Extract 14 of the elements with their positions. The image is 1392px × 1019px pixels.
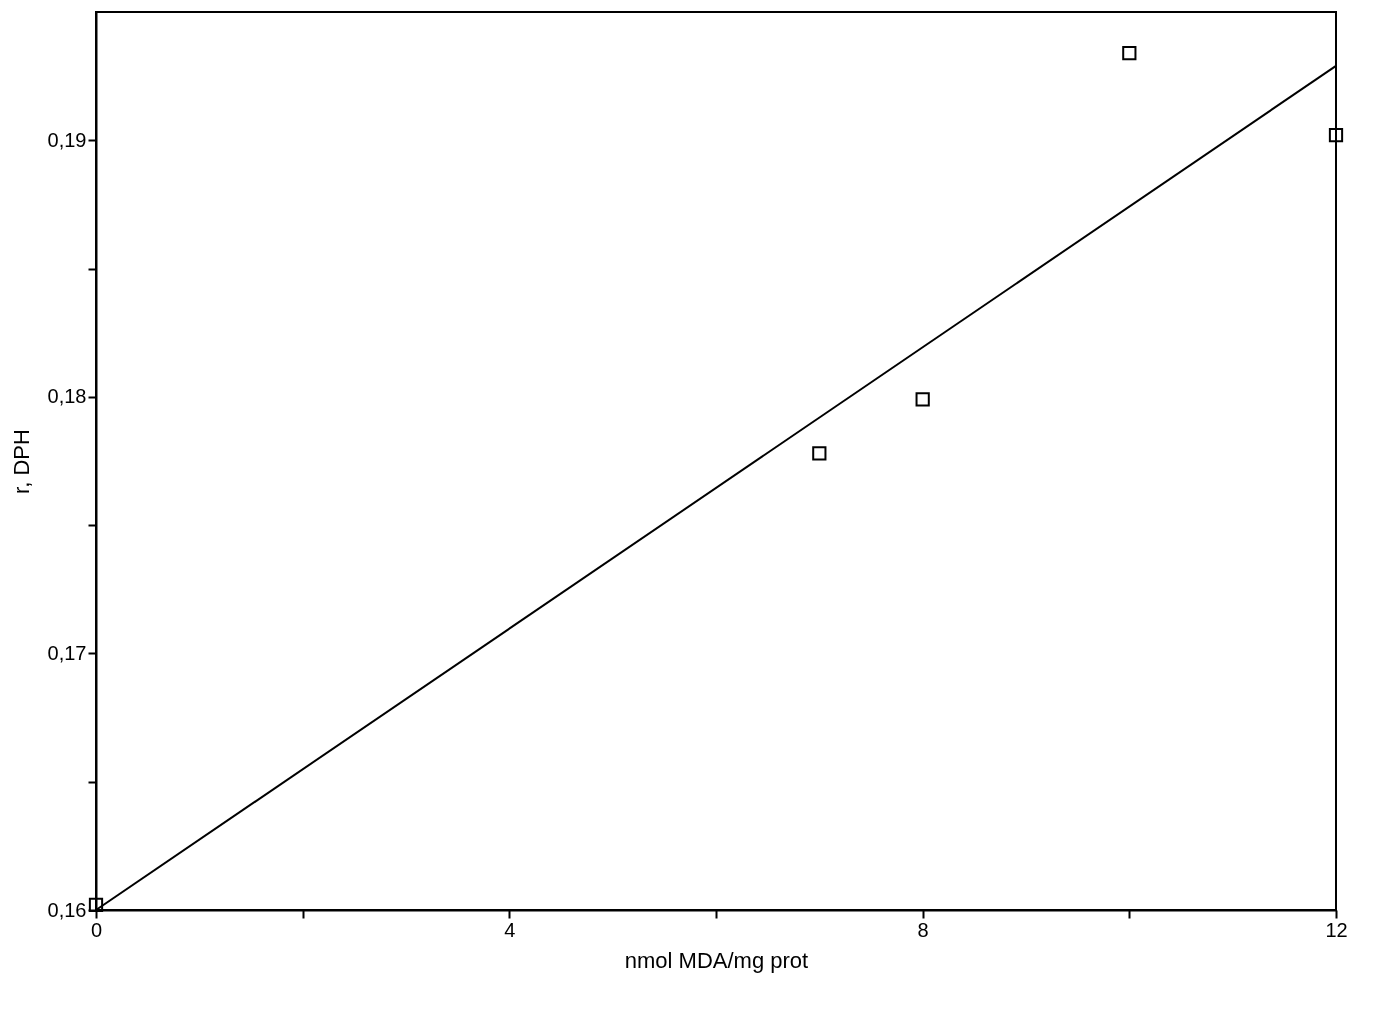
x-tick-label: 8 — [917, 918, 929, 941]
y-axis-title: r, DPH — [8, 429, 34, 494]
y-tick-label: 0,17 — [47, 641, 87, 664]
y-tick-label: 0,16 — [47, 898, 87, 921]
point — [812, 446, 827, 461]
point — [915, 392, 930, 407]
x-tick-label: 4 — [504, 918, 516, 941]
x-axis-title: nmol MDA/mg prot — [624, 947, 809, 973]
y-tick-label: 0,19 — [47, 128, 87, 151]
point — [1328, 128, 1344, 143]
x-tick-label: 12 — [1325, 918, 1348, 941]
y-tick-label: 0,18 — [47, 385, 87, 408]
point — [1122, 45, 1137, 61]
x-tick-label: 0 — [90, 918, 103, 941]
